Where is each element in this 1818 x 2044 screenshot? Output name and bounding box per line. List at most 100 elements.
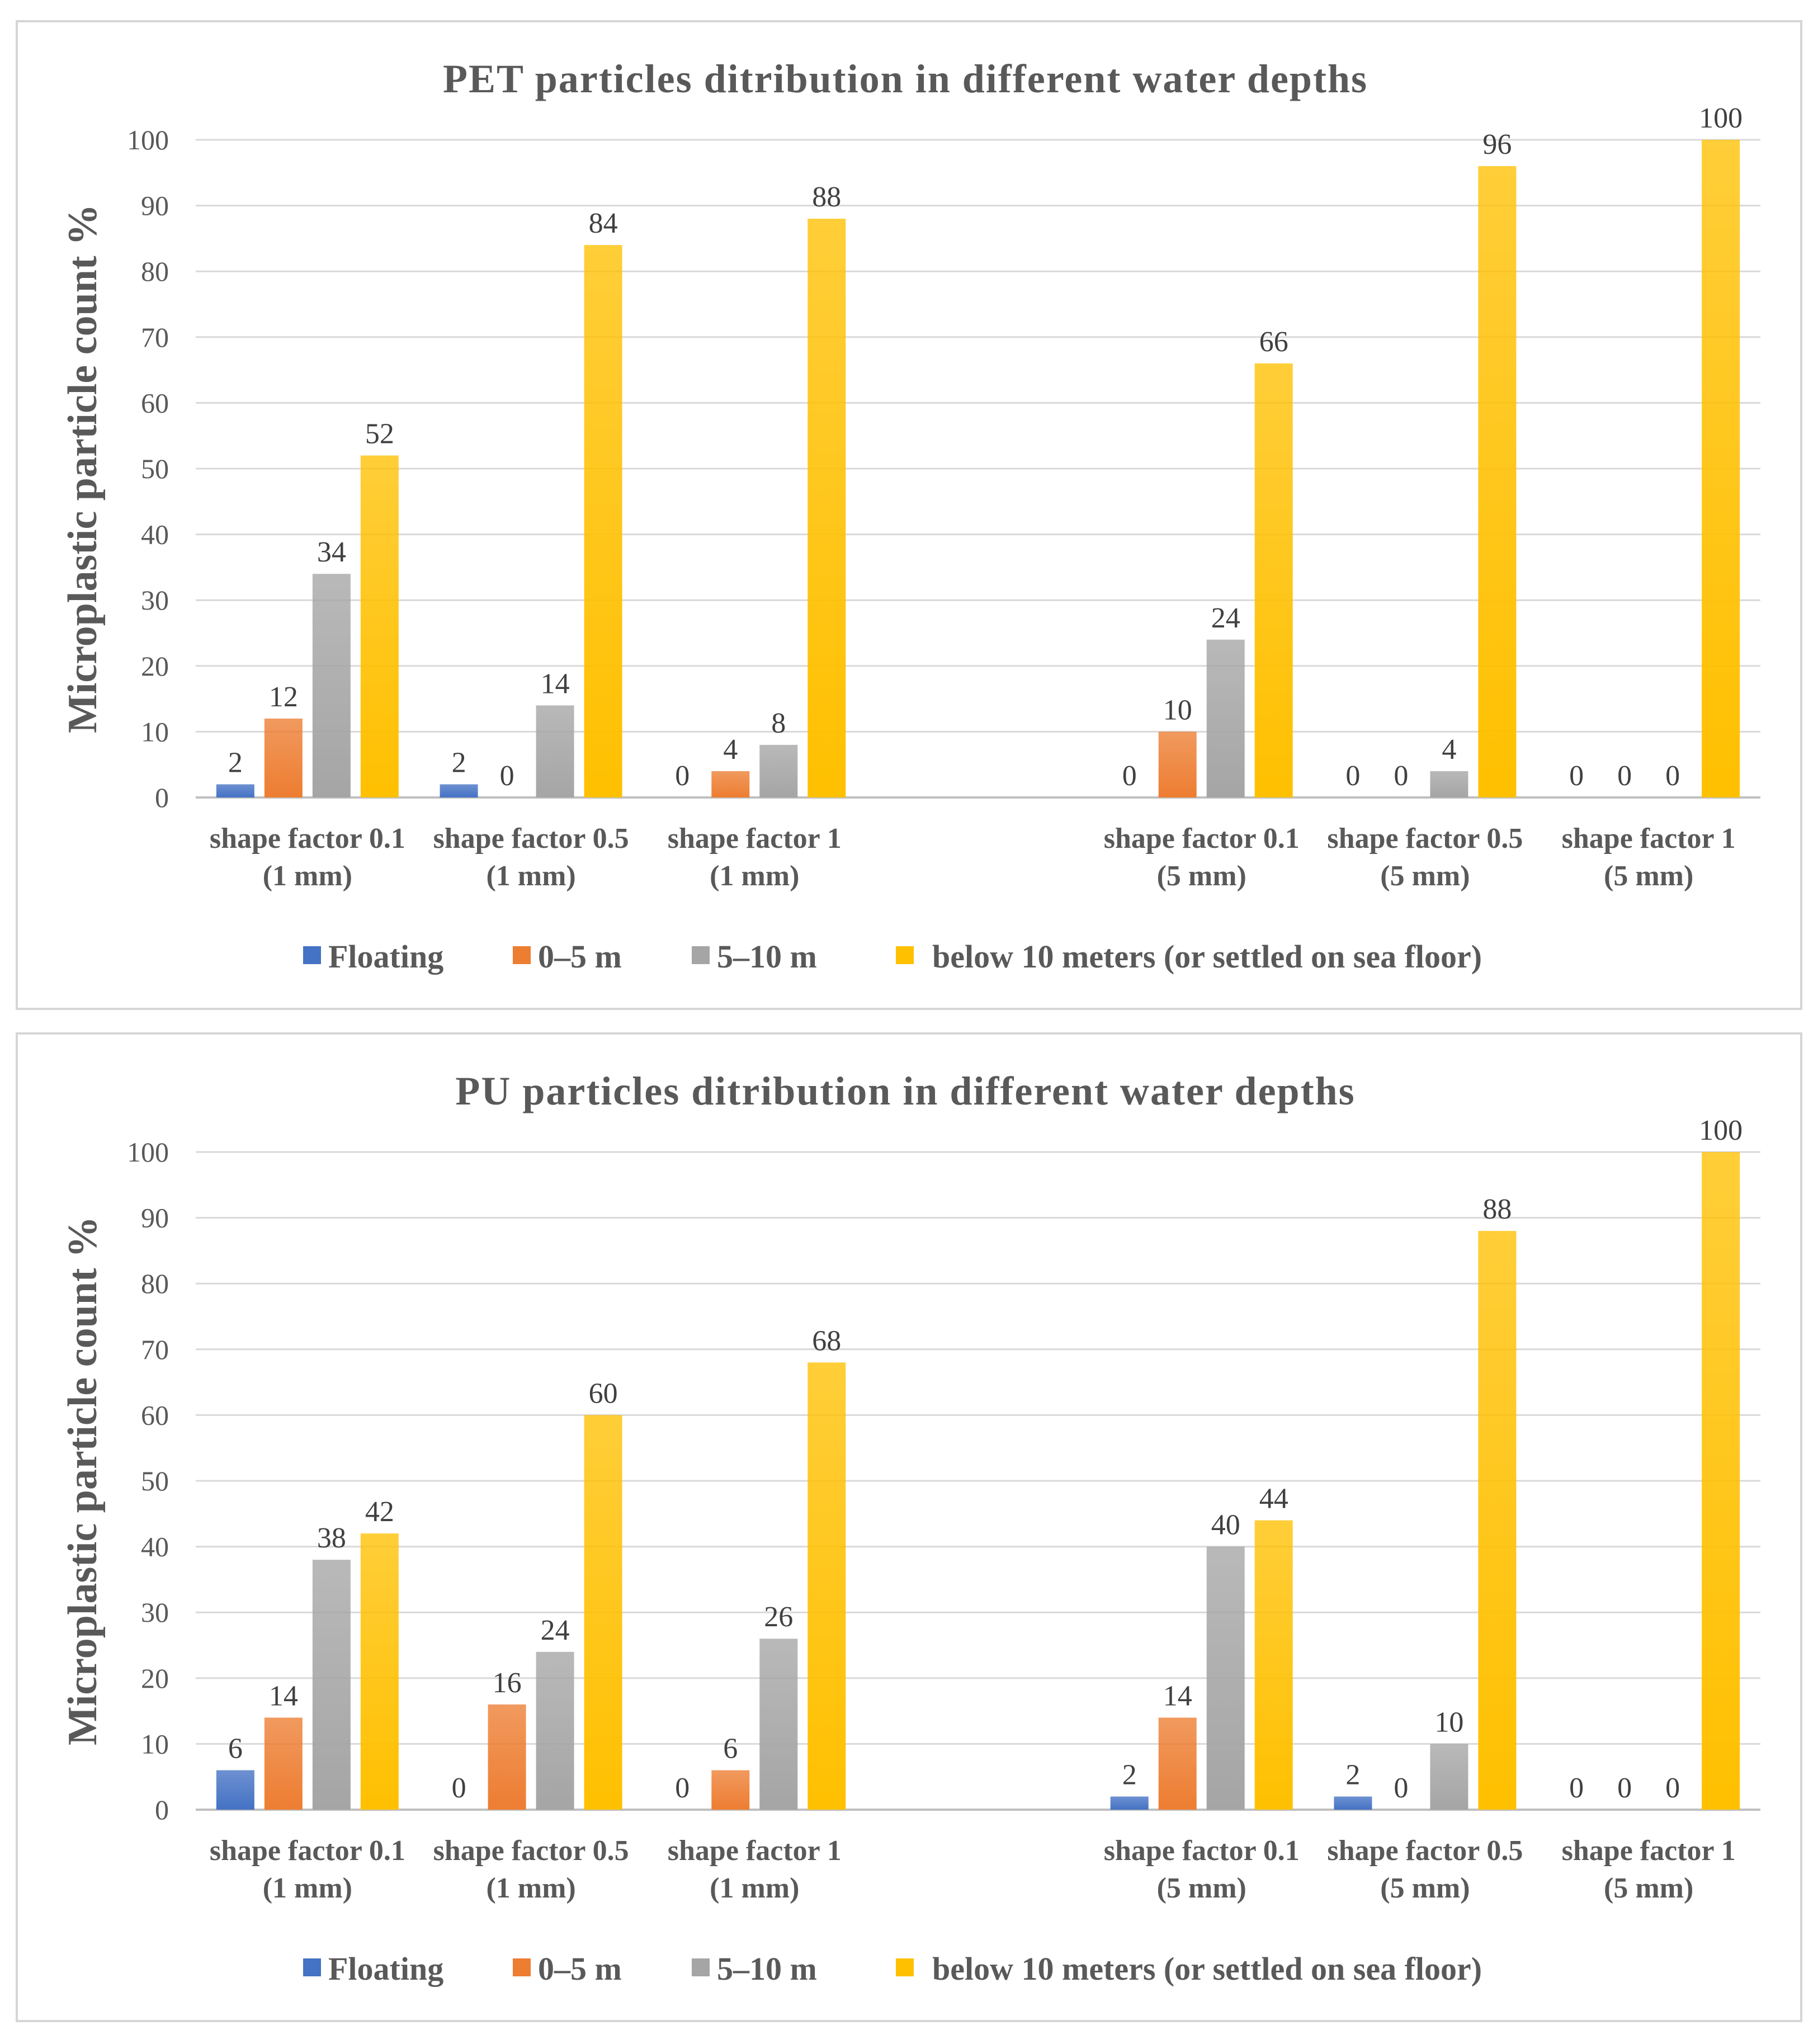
legend-label: Floating <box>328 938 443 975</box>
data-label: 0 <box>675 760 690 792</box>
y-tick-label: 20 <box>141 650 169 682</box>
data-label: 14 <box>541 668 570 700</box>
pet-chart: PET particles ditribution in different w… <box>60 56 1760 975</box>
legend-swatch <box>513 946 531 964</box>
x-category-label: shape factor 0.1 <box>210 823 405 855</box>
x-category-label: shape factor 0.1 <box>210 1835 405 1867</box>
bar <box>1206 639 1245 797</box>
bar <box>360 1533 399 1810</box>
data-label: 0 <box>1345 760 1360 792</box>
x-category-label: shape factor 1 <box>668 823 842 855</box>
data-label: 0 <box>1122 760 1137 792</box>
data-label: 84 <box>589 207 618 239</box>
bar <box>1478 166 1517 797</box>
y-tick-label: 30 <box>141 584 169 616</box>
data-label: 26 <box>764 1601 793 1633</box>
y-tick-label: 90 <box>141 1202 169 1234</box>
data-label: 0 <box>1617 1772 1632 1804</box>
data-label: 24 <box>541 1615 570 1646</box>
data-label: 100 <box>1699 102 1743 134</box>
data-label: 2 <box>228 747 243 778</box>
x-category-sublabel: (1 mm) <box>710 860 799 892</box>
legend-label: below 10 meters (or settled on sea floor… <box>932 1951 1482 1987</box>
data-label: 0 <box>452 1772 466 1804</box>
legend-label: 5–10 m <box>717 1951 817 1987</box>
legend-label: 5–10 m <box>717 938 817 975</box>
data-label: 14 <box>1163 1680 1192 1712</box>
bar <box>1158 1717 1197 1810</box>
bar <box>1702 140 1740 797</box>
data-label: 6 <box>228 1733 243 1764</box>
data-label: 0 <box>675 1772 690 1804</box>
bar <box>360 455 399 797</box>
y-tick-label: 40 <box>141 519 169 550</box>
y-tick-label: 10 <box>141 716 169 747</box>
y-tick-label: 0 <box>155 1794 169 1825</box>
x-category-label: shape factor 0.1 <box>1104 823 1300 855</box>
y-tick-label: 0 <box>155 782 169 813</box>
x-category-sublabel: (5 mm) <box>1157 1872 1246 1904</box>
data-label: 0 <box>1665 1772 1680 1804</box>
bar <box>1158 731 1197 797</box>
y-tick-label: 50 <box>141 453 169 484</box>
data-label: 24 <box>1211 602 1240 634</box>
y-axis-title: Microplastic particle count % <box>60 204 106 733</box>
bar <box>264 718 303 797</box>
chart-title: PU particles ditribution in different wa… <box>455 1069 1355 1113</box>
x-category-label: shape factor 1 <box>1562 823 1736 855</box>
bar <box>1110 1796 1149 1810</box>
data-label: 60 <box>589 1377 618 1409</box>
y-tick-label: 80 <box>141 256 169 287</box>
legend-label: below 10 meters (or settled on sea floor… <box>932 938 1482 975</box>
bar <box>488 1704 526 1810</box>
data-label: 2 <box>1345 1759 1360 1791</box>
legend-swatch <box>303 1958 321 1976</box>
bar <box>536 705 574 797</box>
data-label: 10 <box>1163 694 1192 726</box>
y-tick-label: 100 <box>127 124 169 155</box>
y-tick-label: 60 <box>141 387 169 418</box>
x-category-label: shape factor 0.5 <box>1327 1835 1523 1867</box>
bar <box>1254 1520 1293 1810</box>
data-label: 34 <box>317 536 346 568</box>
data-label: 4 <box>723 734 738 766</box>
y-tick-label: 100 <box>127 1136 169 1168</box>
pu-chart-panel: PU particles ditribution in different wa… <box>16 1032 1802 2022</box>
legend-label: 0–5 m <box>538 1951 622 1987</box>
data-label: 0 <box>1394 760 1408 792</box>
data-label: 68 <box>812 1325 841 1357</box>
bar <box>536 1651 574 1810</box>
legend-swatch <box>692 1958 710 1976</box>
bar <box>264 1717 303 1810</box>
data-label: 0 <box>1394 1772 1408 1804</box>
data-label: 6 <box>723 1733 738 1764</box>
bar <box>1430 1744 1468 1810</box>
data-label: 2 <box>1122 1759 1137 1791</box>
data-label: 2 <box>452 747 466 778</box>
x-category-label: shape factor 1 <box>668 1835 842 1867</box>
pet-chart-panel: PET particles ditribution in different w… <box>16 20 1802 1010</box>
bar <box>312 1560 351 1810</box>
y-tick-label: 10 <box>141 1728 169 1759</box>
x-category-label: shape factor 0.1 <box>1104 1835 1300 1867</box>
data-label: 96 <box>1482 129 1512 161</box>
data-label: 10 <box>1434 1706 1463 1738</box>
y-tick-label: 80 <box>141 1268 169 1299</box>
data-label: 0 <box>1569 1772 1584 1804</box>
data-label: 0 <box>1617 760 1632 792</box>
y-tick-label: 40 <box>141 1531 169 1562</box>
x-category-sublabel: (1 mm) <box>486 860 575 892</box>
x-category-sublabel: (5 mm) <box>1380 860 1470 892</box>
data-label: 4 <box>1442 734 1456 766</box>
x-category-sublabel: (1 mm) <box>263 1872 352 1904</box>
x-category-sublabel: (5 mm) <box>1157 860 1246 892</box>
bar <box>1478 1231 1517 1810</box>
y-tick-label: 20 <box>141 1663 169 1694</box>
bar <box>584 245 622 797</box>
bar <box>711 771 750 797</box>
x-category-label: shape factor 0.5 <box>433 823 629 855</box>
x-category-sublabel: (1 mm) <box>263 860 352 892</box>
data-label: 40 <box>1211 1509 1240 1541</box>
bar <box>1334 1796 1372 1810</box>
data-label: 16 <box>493 1667 522 1699</box>
